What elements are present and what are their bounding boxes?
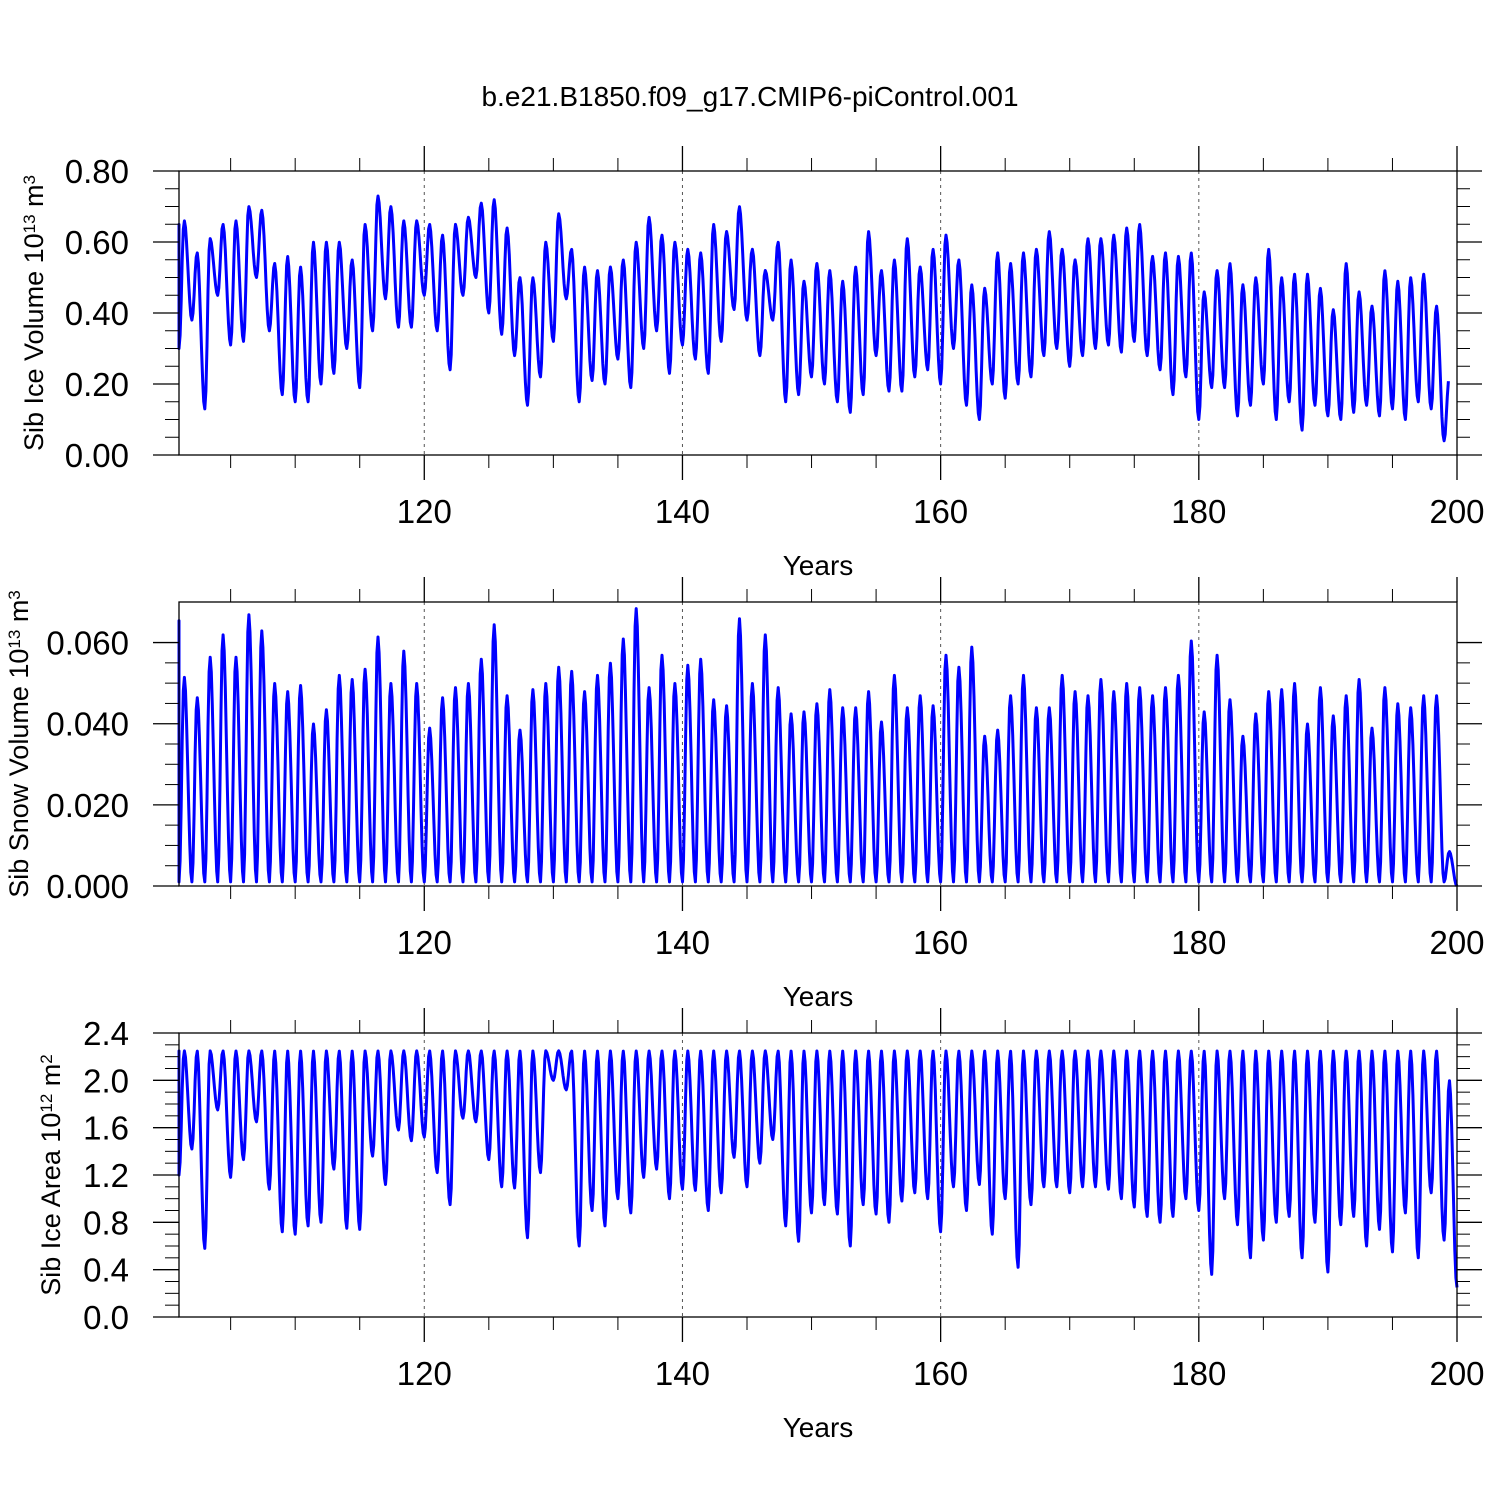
y-tick-label: 0.4 xyxy=(83,1252,129,1289)
x-axis-title: Years xyxy=(783,550,854,581)
y-tick-label: 0.000 xyxy=(46,868,129,905)
x-tick-label: 140 xyxy=(655,924,710,961)
y-axis-title: Sib Ice Area 1012 m2 xyxy=(36,1054,66,1296)
x-axis-title: Years xyxy=(783,1412,854,1443)
y-tick-label: 2.0 xyxy=(83,1062,129,1099)
y-axis-title-part: Sib Ice Area 10 xyxy=(36,1113,66,1296)
y-axis-title-superscript: 13 xyxy=(5,630,24,649)
y-axis-title: Sib Snow Volume 1013 m3 xyxy=(4,590,34,898)
y-tick-label: 0.060 xyxy=(46,625,129,662)
y-axis-title-part: m xyxy=(36,1064,66,1094)
y-axis-title-part: m xyxy=(19,184,49,214)
panels: 0.00 0.20 0.40 0.60 0.80 120 140 160 180 200 Years… xyxy=(4,146,1485,1443)
y-tick-label: 0.040 xyxy=(46,706,129,743)
x-tick-label: 120 xyxy=(397,924,452,961)
x-tick-label: 160 xyxy=(913,924,968,961)
series-line-1 xyxy=(177,607,1459,887)
x-tick-label: 200 xyxy=(1429,924,1484,961)
y-tick-label: 1.2 xyxy=(83,1157,129,1194)
y-tick-label: 0.8 xyxy=(83,1204,129,1241)
y-axis-title-superscript: 2 xyxy=(37,1054,56,1063)
series-line-1 xyxy=(177,194,1450,443)
y-axis-title-part: m xyxy=(4,600,34,630)
y-axis-title-part: Sib Snow Volume 10 xyxy=(4,649,34,898)
x-tick-label: 200 xyxy=(1429,1355,1484,1392)
x-tick-label: 160 xyxy=(913,1355,968,1392)
panel-3: 0.0 0.4 0.8 1.2 1.6 2.0 2.4 120 140 160 180 200 Year… xyxy=(36,1008,1485,1443)
y-tick-label: 0.60 xyxy=(65,224,129,261)
y-tick-label: 0.80 xyxy=(65,153,129,190)
y-axis-title-part: Sib Ice Volume 10 xyxy=(19,233,49,451)
series-line-1 xyxy=(177,1049,1459,1288)
x-axis-title: Years xyxy=(783,981,854,1012)
panel-2: 0.000 0.020 0.040 0.060 120 140 160 180 200 Years… xyxy=(4,577,1485,1012)
x-tick-label: 120 xyxy=(397,493,452,530)
y-axis-title: Sib Ice Volume 1013 m3 xyxy=(19,175,49,451)
x-tick-label: 140 xyxy=(655,493,710,530)
y-axis-title-superscript: 3 xyxy=(5,590,24,599)
y-axis-title-superscript: 12 xyxy=(37,1094,56,1113)
y-tick-label: 1.6 xyxy=(83,1110,129,1147)
y-tick-label: 0.00 xyxy=(65,437,129,474)
y-tick-label: 0.20 xyxy=(65,366,129,403)
figure-title: b.e21.B1850.f09_g17.CMIP6-piControl.001 xyxy=(481,81,1018,112)
y-axis-title-superscript: 3 xyxy=(20,175,39,184)
x-tick-label: 180 xyxy=(1171,1355,1226,1392)
x-tick-label: 180 xyxy=(1171,924,1226,961)
x-tick-label: 140 xyxy=(655,1355,710,1392)
y-axis-title-superscript: 13 xyxy=(20,214,39,233)
y-tick-label: 0.40 xyxy=(65,295,129,332)
x-tick-label: 200 xyxy=(1429,493,1484,530)
x-tick-label: 180 xyxy=(1171,493,1226,530)
x-tick-label: 160 xyxy=(913,493,968,530)
x-tick-label: 120 xyxy=(397,1355,452,1392)
panel-1: 0.00 0.20 0.40 0.60 0.80 120 140 160 180 200 Years… xyxy=(19,146,1485,581)
y-tick-label: 0.0 xyxy=(83,1299,129,1336)
y-tick-label: 2.4 xyxy=(83,1015,129,1052)
y-tick-label: 0.020 xyxy=(46,787,129,824)
